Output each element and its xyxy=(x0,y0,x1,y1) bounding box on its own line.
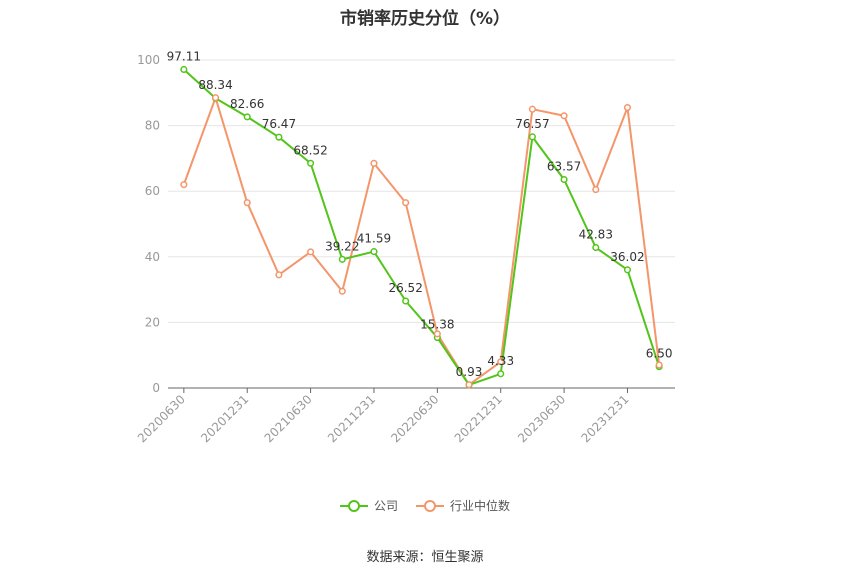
industry-point xyxy=(402,199,410,207)
legend-item-industry[interactable]: 行业中位数 xyxy=(416,497,510,514)
series-lines xyxy=(180,65,663,389)
company-point xyxy=(370,248,378,256)
y-tick-label: 0 xyxy=(152,381,160,395)
company-point xyxy=(497,370,505,378)
company-point xyxy=(560,175,568,184)
x-tick-label: 20230630 xyxy=(515,392,568,445)
company-data-label: 68.52 xyxy=(293,143,327,157)
chart-title: 市销率历史分位（%） xyxy=(339,9,511,29)
company-point xyxy=(243,113,251,121)
industry-point xyxy=(275,271,283,279)
x-tick-label: 20200630 xyxy=(135,392,188,445)
industry-point xyxy=(307,248,315,256)
data-source: 数据来源：恒生聚源 xyxy=(366,550,484,565)
x-tick-label: 20231231 xyxy=(579,392,632,445)
legend-company-swatch xyxy=(339,499,368,513)
company-data-label: 6.50 xyxy=(646,347,673,361)
company-point xyxy=(528,133,536,141)
legend-industry-label: 行业中位数 xyxy=(450,499,511,513)
industry-point xyxy=(433,330,441,338)
x-tick-label: 20211231 xyxy=(325,392,378,445)
legend-industry-swatch xyxy=(416,499,444,513)
company-point xyxy=(592,243,600,252)
y-tick-label: 60 xyxy=(145,184,160,198)
company-data-label: 41.59 xyxy=(357,232,391,246)
company-point xyxy=(307,159,315,167)
industry-point xyxy=(338,287,346,295)
y-tick-label: 100 xyxy=(137,53,160,67)
y-tick-label: 40 xyxy=(145,250,160,264)
industry-point xyxy=(211,94,220,102)
line-chart: 0 20 40 60 80 100 20200630 20201231 20210630 2021… xyxy=(135,49,675,445)
company-point xyxy=(180,65,188,74)
company-data-label: 42.83 xyxy=(579,228,613,242)
x-tick-label: 20220630 xyxy=(388,392,441,445)
company-data-label: 26.52 xyxy=(388,281,422,295)
company-data-label: 39.22 xyxy=(325,239,359,253)
company-data-label: 0.93 xyxy=(456,365,483,379)
industry-point xyxy=(592,186,600,194)
company-data-label: 4.33 xyxy=(487,354,514,368)
industry-point xyxy=(465,381,473,389)
company-point xyxy=(275,133,283,141)
legend-item-company[interactable]: 公司 xyxy=(339,497,398,514)
industry-point xyxy=(497,358,505,366)
industry-point xyxy=(180,181,188,189)
industry-point xyxy=(243,199,251,207)
company-data-label: 36.02 xyxy=(610,250,644,264)
company-data-label: 63.57 xyxy=(547,159,581,173)
industry-point xyxy=(655,361,663,369)
legend-company-label: 公司 xyxy=(373,499,398,513)
industry-series-line xyxy=(182,96,661,386)
company-data-label: 88.34 xyxy=(198,78,232,92)
industry-point xyxy=(560,112,568,120)
x-tick-label: 20201231 xyxy=(198,392,251,445)
x-tick-label: 20210630 xyxy=(262,392,315,445)
company-series-line xyxy=(183,68,661,386)
grid-lines xyxy=(168,59,675,323)
company-point xyxy=(402,297,410,305)
x-tick-label: 20221231 xyxy=(452,392,505,445)
y-tick-label: 20 xyxy=(145,315,160,329)
industry-point xyxy=(370,159,378,167)
company-data-label: 15.38 xyxy=(420,318,454,332)
company-data-label: 97.11 xyxy=(167,49,201,63)
y-tick-label: 80 xyxy=(145,119,160,133)
company-point xyxy=(338,255,346,263)
company-data-label: 82.66 xyxy=(230,97,264,111)
legend: 公司 行业中位数 xyxy=(0,497,850,514)
industry-point xyxy=(623,104,632,112)
company-data-label: 76.47 xyxy=(262,117,296,131)
industry-point xyxy=(528,105,536,113)
company-data-label: 76.57 xyxy=(515,117,549,131)
company-point xyxy=(623,266,632,274)
